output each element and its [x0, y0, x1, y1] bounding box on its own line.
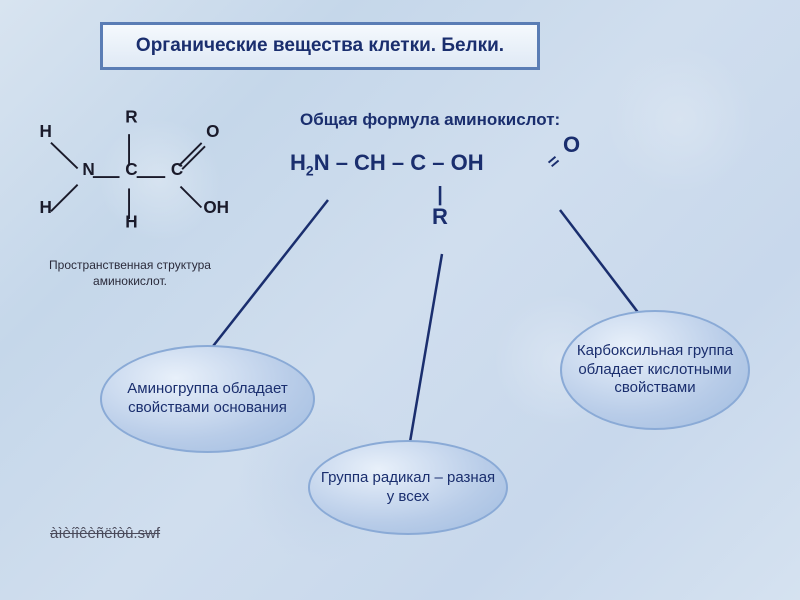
bubble-amino-group: Аминогруппа обладает свойствами основани…	[100, 345, 315, 453]
svg-text:H: H	[40, 197, 52, 217]
svg-text:R: R	[125, 107, 138, 127]
svg-text:OH: OH	[203, 197, 229, 217]
formula-main-line: H2N – CH – C – OH	[290, 150, 484, 179]
svg-text:N: N	[82, 159, 94, 179]
formula-subtitle: Общая формула аминокислот:	[300, 110, 560, 130]
amino-acid-formula: O = H2N – CH – C – OH | R	[290, 150, 484, 179]
formula-oxygen: O	[563, 132, 580, 158]
svg-text:C: C	[171, 159, 183, 179]
structure-caption: Пространственная структура аминокислот.	[40, 258, 220, 289]
bubble-radical-group: Группа радикал – разная у всех	[308, 440, 508, 535]
svg-text:H: H	[125, 212, 137, 232]
bubble-carboxyl-text: Карбоксильная группа обладает кислотными…	[568, 342, 742, 398]
formula-r: R	[432, 204, 448, 229]
svg-text:O: O	[206, 121, 219, 141]
svg-text:H: H	[40, 121, 52, 141]
amino-acid-structure-diagram: H H N R C H C O OH	[30, 105, 230, 250]
title-box: Органические вещества клетки. Белки.	[100, 22, 540, 70]
formula-r-branch: | R	[430, 186, 450, 230]
footer-filename: àìèíîêèñëîòû.swf	[50, 525, 160, 542]
svg-text:C: C	[125, 159, 137, 179]
title-text: Органические вещества клетки. Белки.	[136, 35, 504, 57]
bubble-carboxyl-group: Карбоксильная группа обладает кислотными…	[560, 310, 750, 430]
bubble-radical-text: Группа радикал – разная у всех	[316, 469, 500, 507]
bubble-amino-text: Аминогруппа обладает свойствами основани…	[108, 380, 307, 418]
